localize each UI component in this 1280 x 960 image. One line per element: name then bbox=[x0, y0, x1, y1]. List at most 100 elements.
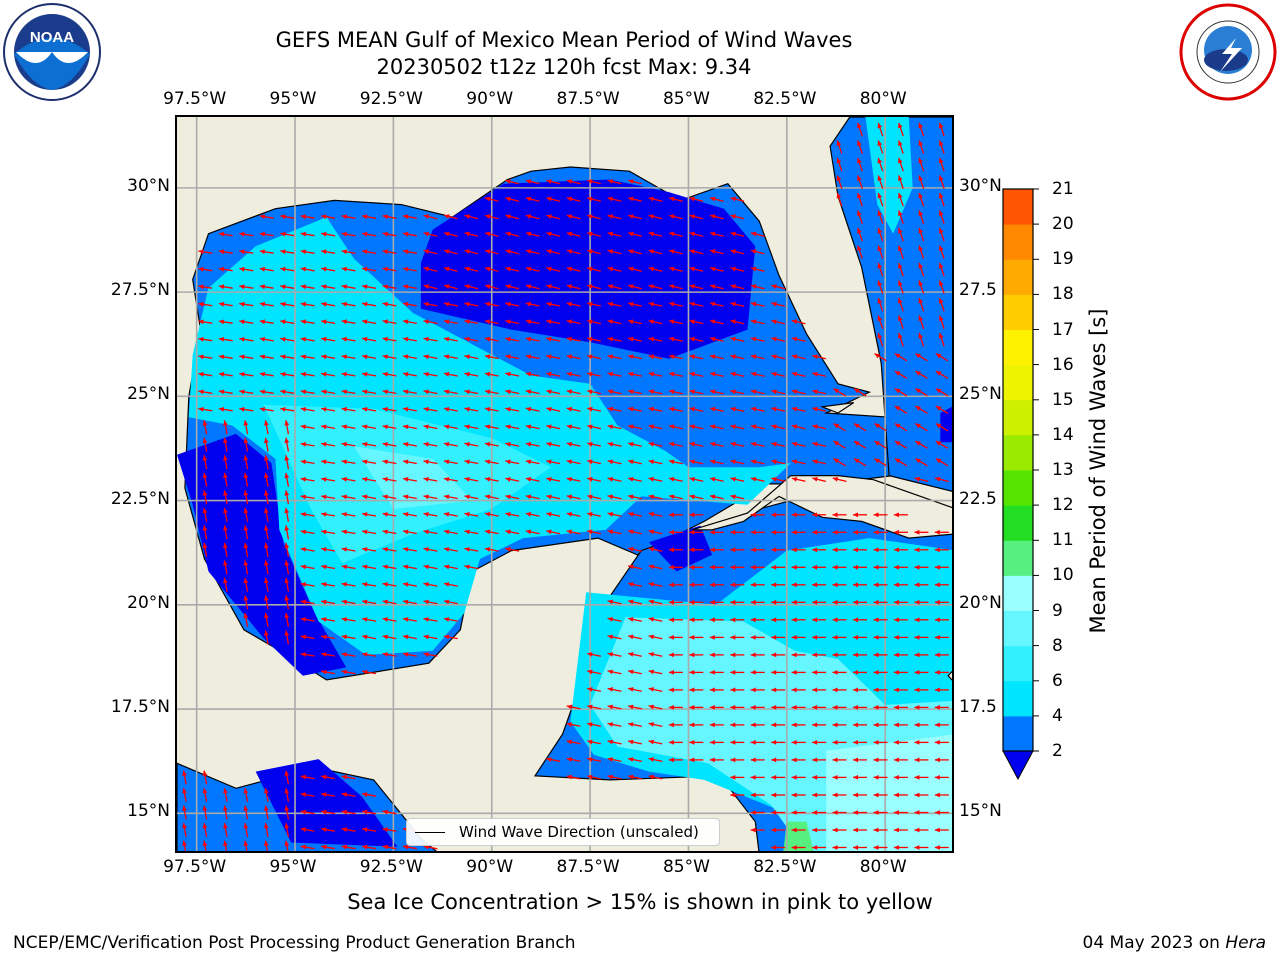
wave-direction-arrow bbox=[361, 372, 377, 377]
wave-direction-arrow bbox=[239, 266, 254, 272]
wave-direction-arrow bbox=[566, 704, 581, 710]
wave-direction-arrow bbox=[915, 388, 928, 397]
wave-direction-arrow bbox=[730, 301, 745, 307]
wave-direction-arrow bbox=[361, 529, 377, 535]
colorbar-tick-label: 18 bbox=[1052, 284, 1074, 305]
wave-direction-arrow bbox=[300, 547, 315, 552]
wave-direction-arrow bbox=[627, 669, 642, 675]
low-period-bahamas bbox=[940, 406, 952, 443]
wave-direction-arrow bbox=[893, 810, 908, 815]
wave-direction-arrow bbox=[730, 722, 745, 728]
wave-direction-arrow bbox=[791, 722, 806, 728]
wave-direction-arrow bbox=[938, 122, 945, 137]
wave-direction-arrow bbox=[443, 617, 458, 622]
wave-direction-arrow bbox=[566, 389, 581, 395]
wave-direction-arrow bbox=[893, 687, 908, 693]
wave-direction-arrow bbox=[730, 652, 745, 658]
wave-direction-arrow bbox=[934, 810, 949, 815]
wave-direction-arrow bbox=[750, 424, 765, 430]
wave-direction-arrow bbox=[627, 424, 642, 430]
wave-direction-arrow bbox=[914, 529, 929, 535]
noaa-logo: NOAA bbox=[2, 2, 102, 102]
wave-direction-arrow bbox=[587, 284, 601, 290]
wave-direction-arrow bbox=[546, 407, 561, 412]
wave-direction-arrow bbox=[607, 757, 622, 763]
wave-direction-arrow bbox=[750, 512, 765, 518]
wave-direction-arrow bbox=[402, 231, 417, 237]
wave-direction-arrow bbox=[402, 266, 417, 272]
wave-direction-arrow bbox=[300, 529, 315, 535]
wave-direction-arrow bbox=[607, 704, 622, 710]
wave-direction-arrow bbox=[648, 529, 663, 535]
wave-direction-arrow bbox=[361, 634, 377, 640]
wave-direction-arrow bbox=[546, 371, 561, 377]
wave-direction-arrow bbox=[423, 652, 438, 657]
wave-direction-arrow bbox=[791, 687, 806, 693]
wave-direction-arrow bbox=[836, 140, 843, 154]
wave-direction-arrow bbox=[877, 332, 884, 347]
footer-host: Hera bbox=[1225, 933, 1266, 953]
wave-direction-arrow bbox=[668, 617, 683, 623]
colorbar-tick-label: 6 bbox=[1052, 670, 1063, 691]
wave-direction-arrow bbox=[300, 249, 315, 255]
wave-direction-arrow bbox=[321, 582, 336, 587]
wave-direction-arrow bbox=[791, 406, 806, 412]
wave-direction-arrow bbox=[198, 372, 213, 377]
wave-direction-arrow bbox=[750, 705, 765, 710]
wave-direction-arrow bbox=[918, 175, 925, 189]
wave-direction-arrow bbox=[382, 547, 397, 552]
wave-direction-arrow bbox=[361, 827, 377, 832]
wave-direction-arrow bbox=[341, 599, 356, 605]
wave-direction-arrow bbox=[791, 775, 806, 780]
atlantic-water bbox=[829, 117, 952, 492]
wave-direction-arrow bbox=[938, 157, 945, 172]
wave-direction-arrow bbox=[464, 407, 479, 412]
wave-direction-arrow bbox=[812, 827, 827, 833]
wave-direction-arrow bbox=[566, 249, 581, 255]
wave-direction-arrow bbox=[284, 787, 290, 802]
wave-direction-arrow bbox=[812, 529, 827, 535]
wave-direction-arrow bbox=[893, 845, 908, 850]
wave-direction-arrow bbox=[382, 564, 397, 570]
wave-direction-arrow bbox=[382, 389, 397, 395]
lon-tick-label-top: 82.5°W bbox=[753, 89, 817, 109]
wave-direction-arrow bbox=[464, 442, 479, 447]
wave-direction-arrow bbox=[832, 757, 847, 763]
wave-direction-arrow bbox=[833, 423, 846, 432]
wave-direction-arrow bbox=[771, 635, 786, 640]
wave-direction-arrow bbox=[894, 388, 908, 397]
lon-tick-label-bottom: 97.5°W bbox=[163, 857, 227, 877]
wave-direction-arrow bbox=[423, 582, 438, 587]
wave-direction-arrow bbox=[218, 407, 233, 412]
wave-direction-arrow bbox=[361, 301, 377, 307]
wave-direction-arrow bbox=[284, 437, 290, 452]
lon-tick-label-bottom: 92.5°W bbox=[359, 857, 423, 877]
wave-direction-arrow bbox=[423, 389, 438, 395]
wave-direction-arrow bbox=[771, 319, 786, 325]
wave-direction-arrow bbox=[443, 494, 458, 500]
wave-direction-arrow bbox=[402, 564, 417, 570]
wave-direction-arrow bbox=[873, 740, 888, 745]
wave-direction-arrow bbox=[423, 424, 438, 430]
wave-direction-arrow bbox=[525, 231, 540, 237]
wave-direction-arrow bbox=[464, 214, 479, 220]
wave-direction-arrow bbox=[668, 196, 683, 202]
wave-direction-arrow bbox=[505, 354, 520, 360]
wave-direction-arrow bbox=[587, 406, 602, 412]
wave-direction-arrow bbox=[402, 547, 417, 552]
wave-direction-arrow bbox=[525, 424, 540, 430]
wave-direction-arrow bbox=[791, 529, 806, 535]
wave-direction-arrow bbox=[832, 547, 847, 553]
wave-direction-arrow bbox=[525, 249, 540, 255]
wave-direction-arrow bbox=[546, 231, 561, 237]
wave-direction-arrow bbox=[607, 722, 622, 727]
wave-direction-arrow bbox=[914, 599, 929, 605]
wave-direction-arrow bbox=[771, 687, 786, 693]
wave-direction-arrow bbox=[627, 459, 642, 465]
wave-direction-arrow bbox=[505, 249, 520, 255]
wave-direction-arrow bbox=[853, 547, 867, 553]
colorbar-segment bbox=[1003, 680, 1033, 717]
wave-direction-arrow bbox=[402, 389, 417, 395]
wave-direction-arrow bbox=[464, 371, 479, 377]
wave-direction-arrow bbox=[341, 564, 356, 570]
